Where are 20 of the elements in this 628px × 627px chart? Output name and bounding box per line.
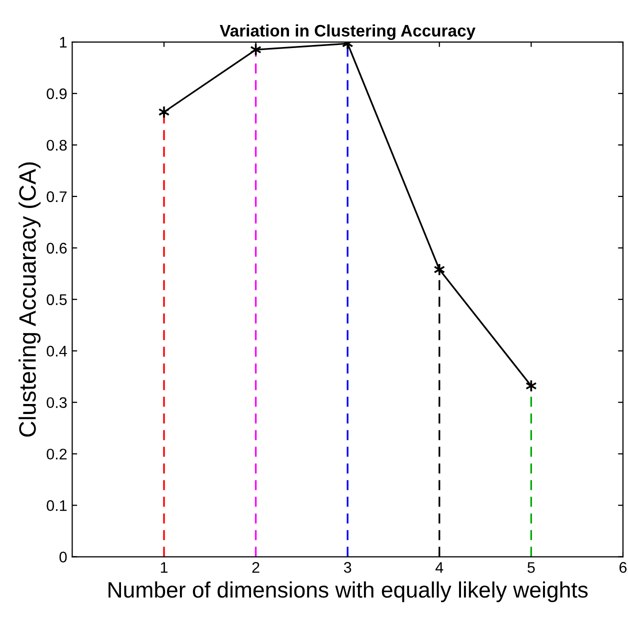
x-tick-label: 1 [160, 562, 168, 573]
y-tick-label: 0.3 [46, 397, 67, 408]
y-tick-label: 0.6 [46, 242, 67, 254]
x-axis-title: Number of dimensions with equally likely weights [108, 581, 588, 602]
y-tick-label: 0.2 [46, 448, 67, 460]
y-tick-label: 0.8 [46, 140, 67, 151]
y-tick-label: 1 [60, 37, 67, 48]
chart-title: Variation in Clustering Accuracy [220, 24, 476, 40]
y-tick-label: 0.4 [46, 346, 67, 357]
y-tick-label: 0 [59, 552, 67, 562]
y-axis-title: Clustering Accuaracy (CA) [18, 162, 41, 437]
y-tick-label: 0.9 [46, 88, 67, 100]
x-tick-label: 3 [344, 562, 352, 573]
y-tick-label: 0.1 [46, 500, 67, 511]
x-tick-label: 2 [252, 562, 260, 573]
x-tick-label: 6 [620, 562, 627, 573]
y-tick-label: 0.7 [46, 191, 67, 202]
x-tick-label: 4 [435, 562, 444, 573]
y-tick-label: 0.5 [46, 294, 67, 306]
x-tick-label: 5 [528, 562, 535, 573]
